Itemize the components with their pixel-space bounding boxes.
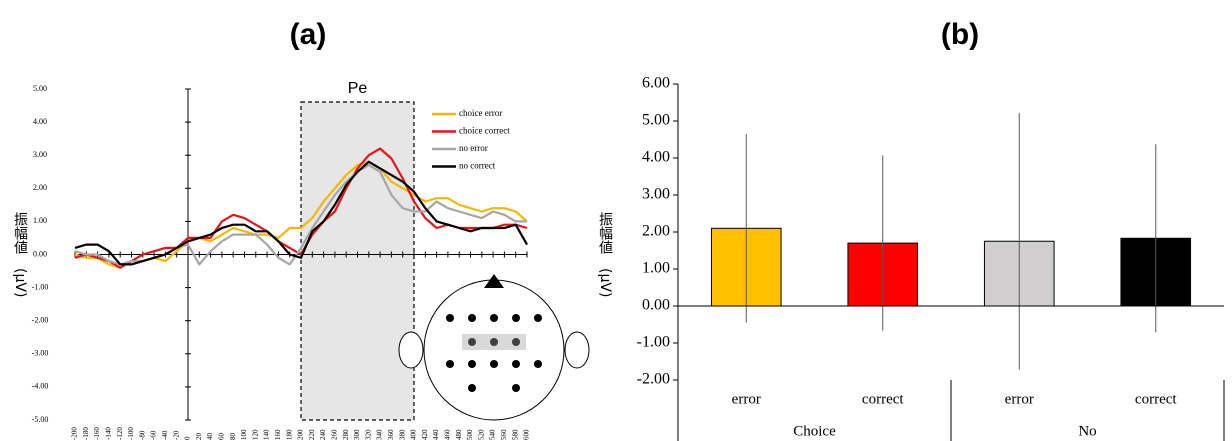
x-tick-label: -120 bbox=[116, 427, 124, 440]
x-tick-label: 180 bbox=[285, 429, 293, 440]
x-tick-label: -160 bbox=[93, 427, 101, 440]
x-tick-label: -100 bbox=[127, 427, 135, 440]
y-tick-label: -4.00 bbox=[32, 382, 49, 391]
x-tick-label: correct bbox=[1135, 391, 1177, 407]
y-tick-label: 6.00 bbox=[642, 75, 670, 92]
x-tick-label: 540 bbox=[489, 429, 497, 440]
x-tick-label: -40 bbox=[161, 430, 169, 440]
y-tick-label: -2.00 bbox=[637, 371, 670, 388]
y-tick-label: -2.00 bbox=[32, 316, 49, 325]
chart-title: (a) bbox=[290, 18, 327, 51]
x-tick-label: 200 bbox=[297, 429, 305, 440]
y-tick-label: -1.00 bbox=[32, 282, 49, 291]
x-tick-label: -140 bbox=[105, 427, 113, 440]
x-tick-label: 580 bbox=[511, 429, 519, 440]
x-tick-label: -80 bbox=[138, 430, 146, 440]
y-tick-label: 5.00 bbox=[33, 84, 47, 93]
x-tick-label: 40 bbox=[206, 433, 214, 441]
x-tick-label: 400 bbox=[410, 429, 418, 440]
x-tick-label: 460 bbox=[444, 429, 452, 440]
x-tick-label: 420 bbox=[421, 429, 429, 440]
x-tick-label: 340 bbox=[376, 429, 384, 440]
y-tick-label: -1.00 bbox=[637, 334, 670, 351]
x-tick-label: 160 bbox=[274, 429, 282, 440]
legend-label: no correct bbox=[459, 161, 496, 171]
y-tick-label: 3.00 bbox=[33, 150, 47, 159]
y-tick-label: 0.00 bbox=[642, 297, 670, 314]
pe-region bbox=[301, 102, 414, 420]
x-tick-label: 500 bbox=[466, 429, 474, 440]
y-tick-label: -5.00 bbox=[32, 415, 49, 424]
y-tick-label: 1.00 bbox=[642, 260, 670, 277]
y-tick-label: 2.00 bbox=[642, 223, 670, 240]
x-tick-label: error bbox=[732, 391, 761, 407]
x-tick-label: 220 bbox=[308, 429, 316, 440]
legend-label: choice error bbox=[459, 108, 502, 118]
y-axis-label: 振幅値 bbox=[12, 212, 28, 254]
group-label: Choice bbox=[793, 423, 836, 439]
y-axis-unit: (μV) bbox=[12, 268, 28, 297]
x-tick-label: 80 bbox=[229, 433, 237, 441]
x-tick-label: -180 bbox=[82, 427, 90, 440]
legend-label: choice correct bbox=[459, 126, 510, 136]
y-tick-label: 0.00 bbox=[33, 249, 47, 258]
x-tick-label: 320 bbox=[364, 429, 372, 440]
x-tick-label: correct bbox=[862, 391, 904, 407]
figure: (a) 振幅値 (μV) Pe 5.00 4.00 3.00 2.00 1.00 0.00 -1.0… bbox=[0, 0, 1232, 441]
electrode-map bbox=[399, 274, 589, 420]
y-tick-label: 1.00 bbox=[33, 216, 47, 225]
x-tick-label: 600 bbox=[523, 429, 531, 440]
x-tick-label: 440 bbox=[432, 429, 440, 440]
x-tick-label: 140 bbox=[263, 429, 271, 440]
y-tick-label: 3.00 bbox=[642, 186, 670, 203]
x-tick-label: 480 bbox=[455, 429, 463, 440]
x-tick-label: 300 bbox=[353, 429, 361, 440]
x-tick-label: 360 bbox=[387, 429, 395, 440]
x-tick-label: 280 bbox=[342, 429, 350, 440]
y-axis-label: 振幅値 bbox=[597, 212, 613, 254]
x-tick-label: 120 bbox=[251, 429, 259, 440]
x-tick-label: -60 bbox=[150, 430, 158, 440]
y-tick-label: 4.00 bbox=[33, 117, 47, 126]
pe-label: Pe bbox=[348, 80, 368, 97]
chart-title: (b) bbox=[941, 18, 979, 51]
x-tick-label: 260 bbox=[331, 429, 339, 440]
y-tick-label: 2.00 bbox=[33, 183, 47, 192]
x-tick-label: 560 bbox=[500, 429, 508, 440]
x-tick-label: 240 bbox=[319, 429, 327, 440]
x-tick-label: 520 bbox=[477, 429, 485, 440]
legend-label: no error bbox=[459, 143, 488, 153]
x-tick-label: 60 bbox=[218, 433, 226, 441]
x-tick-label: error bbox=[1005, 391, 1034, 407]
x-tick-label: 100 bbox=[240, 429, 248, 440]
group-label: No bbox=[1078, 423, 1096, 439]
y-tick-label: -3.00 bbox=[32, 349, 49, 358]
y-axis-unit: (μV) bbox=[597, 268, 613, 297]
x-tick-label: -200 bbox=[71, 427, 79, 440]
x-tick-label: 0 bbox=[184, 436, 192, 440]
y-tick-label: 5.00 bbox=[642, 112, 670, 129]
x-tick-label: 380 bbox=[398, 429, 406, 440]
x-tick-label: 20 bbox=[195, 433, 203, 441]
x-tick-label: -20 bbox=[172, 430, 180, 440]
y-tick-label: 4.00 bbox=[642, 149, 670, 166]
